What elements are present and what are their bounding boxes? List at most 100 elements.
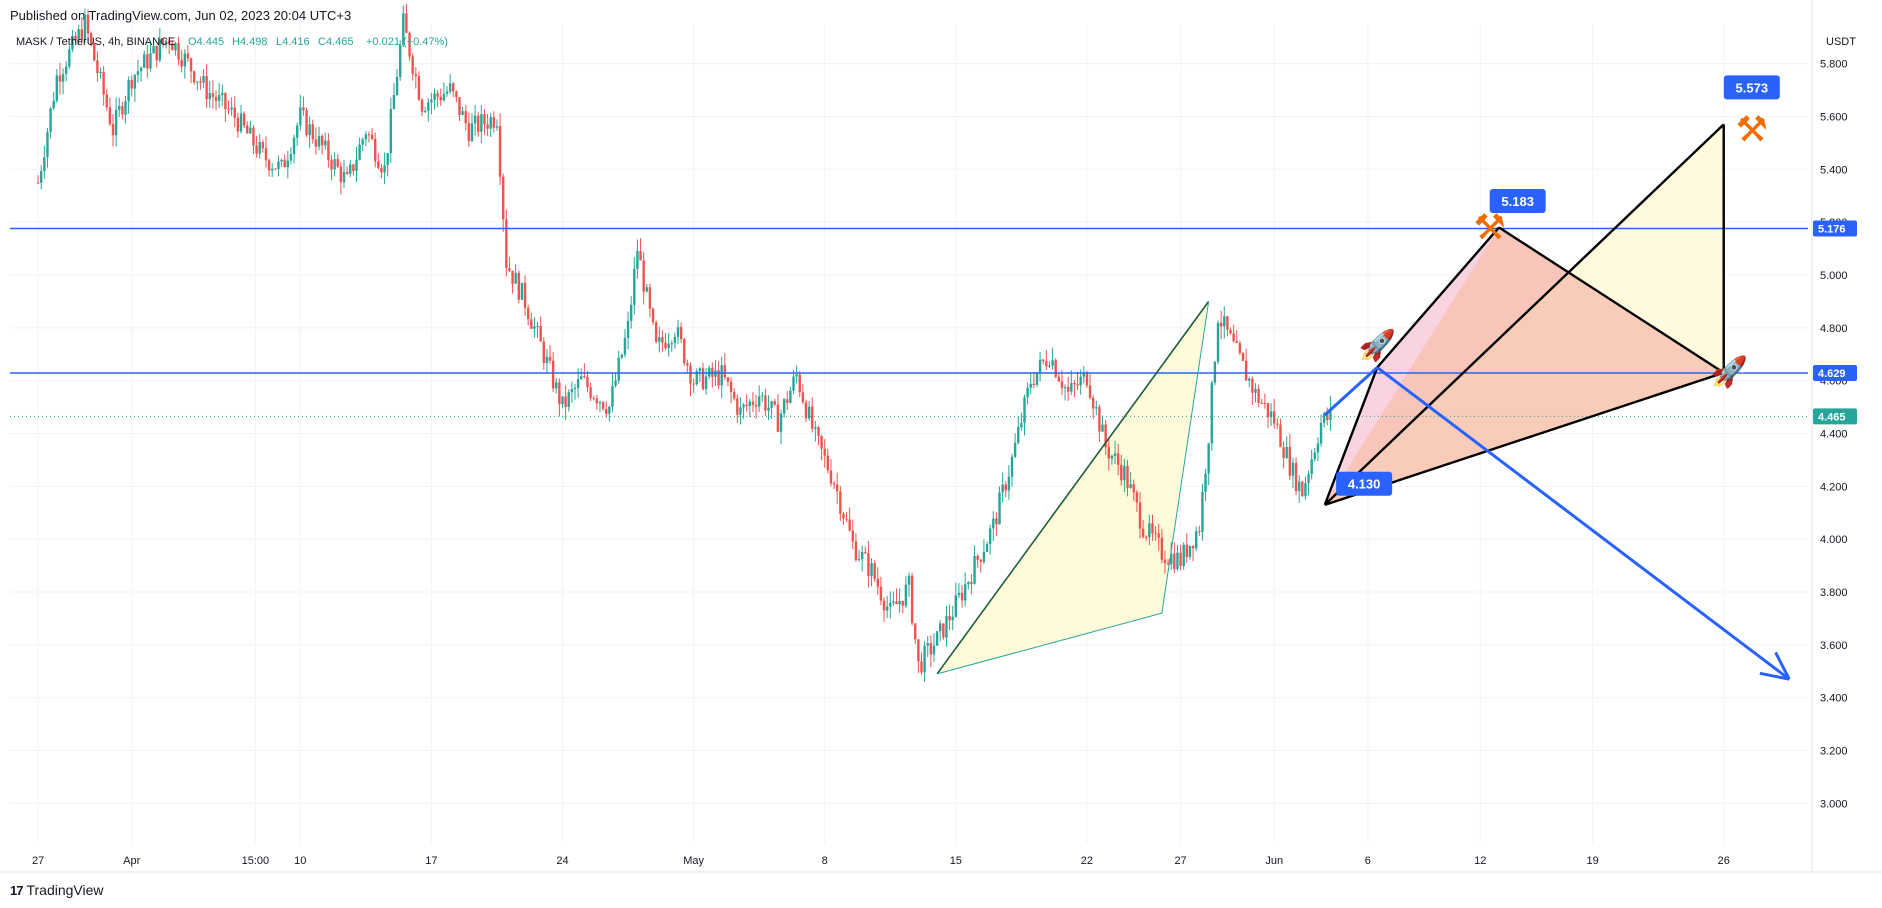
candle-body [617, 357, 620, 381]
candle-body [1173, 553, 1176, 570]
callout-label: 5.183 [1501, 194, 1534, 209]
candle-body [633, 268, 636, 305]
candle-body [576, 379, 580, 389]
candle-body [873, 563, 876, 579]
hammer-pick-icon: ⚒ [1736, 109, 1768, 150]
price-axis[interactable]: 3.000 3.200 3.400 3.600 3.800 4.000 4.200 4.400… [1811, 0, 1857, 872]
ohlc-close: C4.465 [318, 36, 353, 48]
candle-body [211, 93, 215, 97]
candle-body [105, 94, 108, 108]
time-axis[interactable]: 27 Apr 15:00 10 17 24 May 8 15 22 27 Jun 6 12 19 26 [0, 855, 1882, 873]
candle-body [68, 49, 71, 67]
y-tick-label: 4.000 [1820, 534, 1848, 546]
candle-body [860, 552, 864, 560]
candle-body [970, 582, 973, 584]
candle-body [233, 107, 236, 118]
candle-body [642, 260, 645, 292]
candle-body [420, 99, 424, 112]
symbol-pair[interactable]: MASK / TetherUS, 4h, BINANCE [16, 36, 175, 48]
candle-body [277, 161, 280, 169]
candle-body [167, 40, 171, 44]
candle-body [402, 13, 405, 46]
candle-body [1241, 352, 1245, 361]
candle-body [942, 623, 945, 638]
candle-body [570, 389, 574, 393]
candle-body [127, 80, 130, 102]
candle-body [945, 615, 948, 638]
candle-body [530, 319, 533, 329]
candle-body [486, 124, 489, 129]
candle-body [411, 56, 414, 75]
candle-body [1329, 408, 1332, 420]
candle-body [183, 53, 187, 67]
candle-body [108, 107, 112, 125]
pattern-leg[interactable] [1161, 301, 1210, 614]
candle-body [598, 402, 602, 404]
candle-body [398, 45, 402, 77]
candle-body [180, 59, 183, 67]
pattern-leg[interactable] [936, 300, 1210, 675]
candle-body [1223, 316, 1226, 327]
candle-body [208, 93, 211, 100]
candle-body [1213, 361, 1217, 383]
candle-body [483, 114, 486, 125]
pattern-leg[interactable] [1323, 123, 1725, 506]
trend-arrow-up[interactable] [1323, 366, 1379, 417]
candle-body [352, 164, 355, 171]
ohlc-high: H4.498 [232, 36, 267, 48]
candle-body [1276, 423, 1279, 425]
candle-body [224, 93, 227, 110]
candle-body [1238, 343, 1242, 353]
candle-body [74, 35, 77, 41]
pattern-leg[interactable] [936, 612, 1162, 675]
arrow-head [1759, 671, 1790, 681]
candle-body [274, 168, 277, 170]
candle-body [467, 123, 471, 142]
candle-body [1063, 386, 1067, 389]
candle-body [1135, 492, 1139, 503]
candle-body [1188, 545, 1192, 558]
candle-body [405, 13, 408, 33]
candle-body [36, 182, 40, 184]
candle-body [1123, 466, 1126, 481]
x-tick-label: 15 [950, 855, 962, 867]
candle-body [458, 97, 461, 116]
candle-body [452, 83, 455, 92]
candle-body [1079, 376, 1082, 386]
x-tick-label: May [683, 855, 704, 867]
pattern-leg[interactable] [1498, 226, 1725, 374]
candle-body [573, 388, 577, 390]
x-tick-label: 8 [822, 855, 828, 867]
candle-body [814, 427, 817, 429]
candle-body [939, 623, 942, 632]
candle-body [267, 160, 271, 171]
candle-body [545, 356, 549, 364]
candle-body [1288, 446, 1292, 476]
candle-body [564, 396, 567, 408]
candle-body [620, 354, 624, 358]
tradingview-brand[interactable]: 17 TradingView [10, 882, 104, 898]
candle-body [1057, 376, 1061, 382]
trend-arrow-down[interactable] [1376, 366, 1791, 681]
candle-body [1101, 424, 1104, 432]
candle-body [1038, 359, 1042, 373]
candle-body [133, 74, 137, 89]
hammer-pick-icon: ⚒ [1473, 206, 1505, 247]
pattern-leg[interactable] [1376, 226, 1500, 369]
candle-body [1070, 382, 1073, 392]
candle-body [192, 71, 196, 83]
candle-body [1263, 402, 1267, 404]
candle-body [395, 76, 399, 95]
candle-body [901, 600, 904, 606]
candle-body [704, 376, 708, 390]
candle-body [186, 53, 190, 59]
pattern-leg[interactable] [1323, 367, 1379, 506]
x-tick-label: 27 [32, 855, 44, 867]
horizontal-levels[interactable] [10, 227, 1808, 417]
candle-body [720, 365, 723, 386]
candle-body [1051, 360, 1054, 366]
candle-body [673, 336, 677, 344]
candle-body [124, 101, 127, 115]
price-callouts: 5.183 5.573 4.130 [1336, 75, 1780, 496]
